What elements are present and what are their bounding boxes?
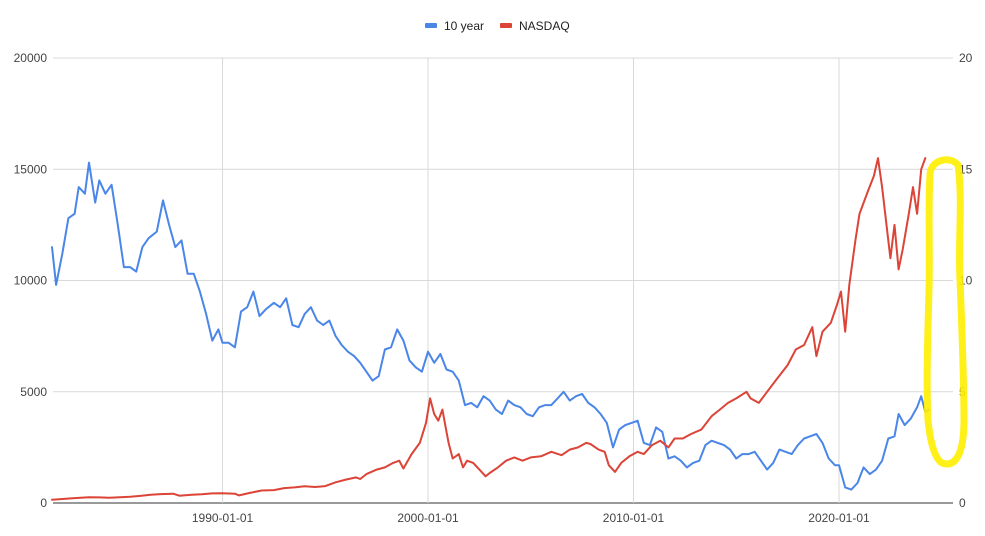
left-tick-label: 20000 xyxy=(14,51,48,65)
right-tick-label: 15 xyxy=(959,162,973,176)
right-tick-label: 0 xyxy=(959,496,966,510)
yellow-highlight-loop xyxy=(923,156,968,468)
gridlines xyxy=(53,57,953,504)
left-tick-label: 15000 xyxy=(14,162,48,176)
left-tick-label: 5000 xyxy=(20,385,47,399)
legend-swatch-nasdaq xyxy=(500,23,512,28)
chart-series xyxy=(51,157,931,501)
x-tick-label: 2020-01-01 xyxy=(808,511,870,525)
x-tick-label: 2010-01-01 xyxy=(603,511,665,525)
left-tick-label: 0 xyxy=(40,496,47,510)
left-y-axis: 0 5000 10000 15000 20000 xyxy=(14,51,48,510)
x-tick-label: 1990-01-01 xyxy=(192,511,254,525)
x-tick-label: 2000-01-01 xyxy=(397,511,459,525)
series-line-10-year[interactable] xyxy=(51,161,931,491)
legend-label-nasdaq: NASDAQ xyxy=(519,19,570,33)
legend-swatch-10-year xyxy=(425,23,437,28)
series-line-nasdaq[interactable] xyxy=(51,157,927,501)
x-axis: 1990-01-01 2000-01-01 2010-01-01 2020-01… xyxy=(192,511,870,525)
legend-label-10-year: 10 year xyxy=(444,19,484,33)
right-tick-label: 20 xyxy=(959,51,973,65)
highlight-annotation xyxy=(923,156,968,468)
chart-legend[interactable]: 10 year NASDAQ xyxy=(425,19,570,33)
left-tick-label: 10000 xyxy=(14,274,48,288)
